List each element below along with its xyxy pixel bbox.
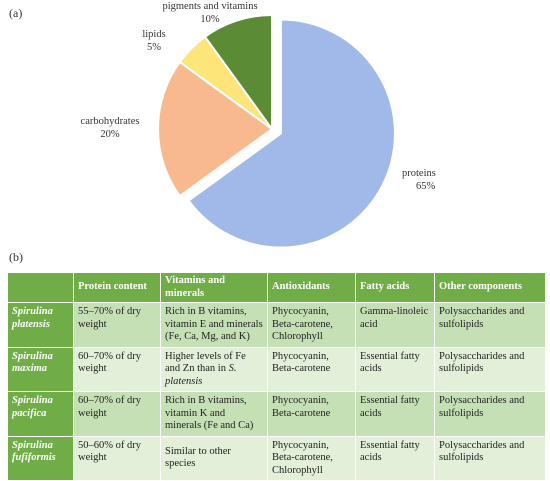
protein-cell: 55–70% of dry weight (73, 302, 161, 348)
fatty-acids-cell: Essential fatty acids (355, 435, 435, 481)
vitamins-cell: Similar to other species (160, 435, 268, 481)
other-cell: Polysaccharides and sulfolipids (434, 435, 546, 481)
slice-value-label: 20% (100, 129, 120, 140)
pie-slice-pigments-and-vitamins (203, 13, 273, 133)
table-row: Spirulina fufiformis 50–60% of dry weigh… (7, 435, 546, 481)
protein-cell: 60–70% of dry weight (73, 346, 161, 392)
header-cell-antioxidants: Antioxidants (267, 272, 356, 303)
vitamins-cell: Rich in B vitamins, vitamin E and minera… (160, 302, 268, 348)
header-cell-vitamins: Vitamins and minerals (160, 272, 268, 303)
species-cell: Spirulina pacifica (7, 391, 74, 437)
species-cell: Spirulina maxima (7, 346, 74, 392)
slice-name-label: pigments and vitamins (162, 1, 257, 12)
slice-value-label: 5% (147, 42, 161, 53)
fatty-acids-cell: Gamma-linoleic acid (355, 302, 435, 348)
slice-value-label: 65% (416, 181, 436, 192)
slice-name-label: carbohydrates (81, 116, 140, 127)
header-cell-protein: Protein content (73, 272, 161, 303)
slice-value-label: 10% (200, 14, 220, 25)
vitamins-text: Higher levels of Fe and Zn than in (165, 350, 246, 375)
species-cell: Spirulina platensis (7, 302, 74, 348)
panel-a-label: (a) (9, 6, 23, 20)
species-cell: Spirulina fufiformis (7, 435, 74, 481)
protein-cell: 50–60% of dry weight (73, 435, 161, 481)
header-cell-fatty-acids: Fatty acids (355, 272, 435, 303)
header-cell-species (7, 272, 74, 303)
vitamins-cell: Rich in B vitamins, vitamin K and minera… (160, 391, 268, 437)
pie-chart: proteins 65% carbohydrates 20% lipids 5% pigme… (81, 1, 436, 249)
table-row: Spirulina pacifica 60–70% of dry weight … (7, 391, 546, 437)
table-row: Spirulina platensis 55–70% of dry weight… (7, 302, 546, 348)
antioxidants-cell: Phycocyanin, Beta-carotene (267, 391, 356, 437)
slice-name-label: proteins (402, 168, 436, 179)
pie-slice-carbohydrates (157, 60, 274, 198)
header-cell-other: Other components (434, 272, 546, 303)
table-header-row: Protein content Vitamins and minerals An… (7, 272, 546, 303)
other-cell: Polysaccharides and sulfolipids (434, 346, 546, 392)
antioxidants-cell: Phycocyanin, Beta-carotene, Chlorophyll (267, 435, 356, 481)
protein-cell: 60–70% of dry weight (73, 391, 161, 437)
antioxidants-cell: Phycocyanin, Beta-carotene, Chlorophyll (267, 302, 356, 348)
pie-slice-proteins (187, 18, 396, 249)
table-row: Spirulina maxima 60–70% of dry weight Hi… (7, 346, 546, 392)
slice-name-label: lipids (142, 29, 165, 40)
fatty-acids-cell: Essential fatty acids (355, 391, 435, 437)
other-cell: Polysaccharides and sulfolipids (434, 302, 546, 348)
vitamins-cell: Higher levels of Fe and Zn than in S. pl… (160, 346, 268, 392)
species-reference: S. platensis (165, 363, 237, 387)
other-cell: Polysaccharides and sulfolipids (434, 391, 546, 437)
fatty-acids-cell: Essential fatty acids (355, 346, 435, 392)
panel-b-label: (b) (9, 250, 23, 264)
antioxidants-cell: Phycocyanin, Beta-carotene (267, 346, 356, 392)
